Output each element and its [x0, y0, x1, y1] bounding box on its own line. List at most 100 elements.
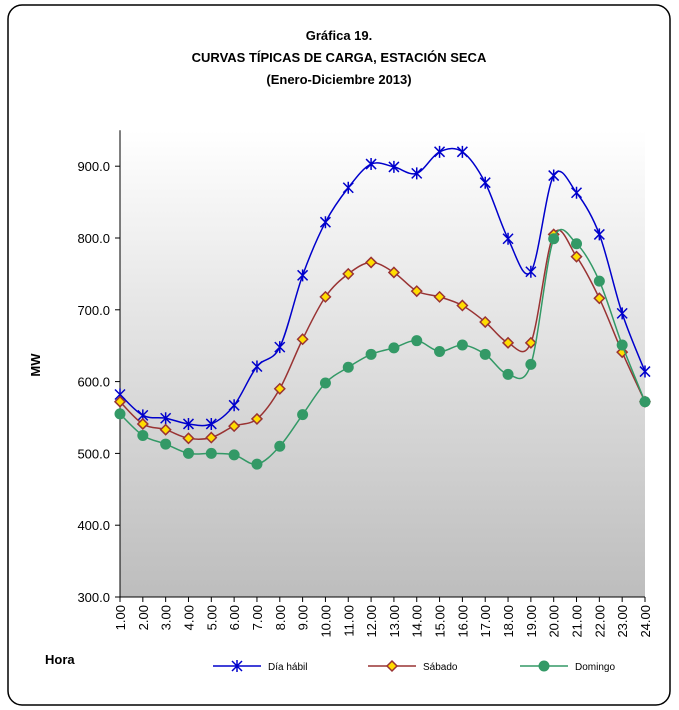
x-tick-label: 11.00 [341, 605, 356, 637]
marker [479, 315, 492, 329]
marker-shape [342, 181, 354, 194]
marker [182, 447, 194, 459]
marker [365, 348, 377, 360]
marker [411, 167, 423, 180]
marker [548, 233, 560, 245]
marker [456, 145, 468, 158]
marker [479, 176, 491, 189]
marker [182, 432, 195, 445]
marker [319, 216, 331, 229]
marker [231, 660, 243, 672]
chart-title: (Enero-Diciembre 2013) [266, 72, 411, 87]
marker [160, 412, 172, 425]
marker [525, 358, 537, 370]
x-tick-label: 6.00 [227, 605, 242, 630]
marker-shape [388, 160, 400, 173]
marker [433, 290, 446, 303]
marker [113, 395, 127, 408]
marker-shape [205, 417, 217, 430]
x-tick-label: 24.00 [638, 605, 653, 638]
marker-shape [160, 412, 172, 425]
x-tick-label: 22.00 [592, 605, 607, 638]
marker-shape [456, 145, 468, 158]
marker [501, 336, 515, 349]
x-tick-label: 12.00 [364, 605, 379, 638]
marker [205, 417, 217, 430]
marker [342, 181, 354, 194]
marker [114, 408, 126, 420]
marker-shape [182, 417, 195, 430]
marker [593, 275, 605, 287]
marker-shape [319, 216, 331, 229]
marker-shape [570, 186, 583, 199]
chart-title: CURVAS TÍPICAS DE CARGA, ESTACIÓN SECA [192, 50, 487, 65]
y-tick-label: 300.0 [77, 590, 110, 605]
marker-shape [365, 158, 377, 171]
marker [502, 232, 514, 245]
y-tick-label: 400.0 [77, 518, 110, 533]
marker-shape [274, 341, 286, 354]
x-tick-label: 21.00 [570, 605, 585, 638]
marker [388, 342, 400, 354]
marker [434, 145, 446, 158]
x-tick-label: 8.00 [273, 605, 288, 630]
marker [502, 368, 514, 380]
marker [228, 420, 241, 433]
chart-title: Gráfica 19. [306, 28, 373, 43]
marker [524, 336, 537, 349]
x-tick-label: 9.00 [296, 605, 311, 630]
legend-label: Sábado [423, 662, 458, 673]
marker-shape [228, 399, 240, 412]
marker [616, 339, 628, 351]
marker [273, 382, 286, 395]
marker [251, 458, 263, 470]
legend-label: Domingo [575, 662, 615, 673]
marker [365, 158, 377, 171]
marker [251, 360, 263, 373]
y-axis-label: MW [28, 353, 43, 377]
marker-shape [616, 307, 628, 320]
x-tick-label: 3.00 [159, 605, 174, 630]
marker [411, 335, 423, 347]
marker [137, 429, 149, 441]
marker [319, 290, 332, 303]
plot-area [120, 130, 645, 598]
marker [388, 160, 400, 173]
marker [342, 267, 355, 280]
marker [616, 307, 628, 320]
x-tick-label: 5.00 [204, 605, 219, 630]
marker [182, 417, 195, 430]
marker [570, 186, 583, 199]
x-tick-label: 10.00 [318, 605, 333, 638]
marker [160, 438, 172, 450]
marker [319, 377, 331, 389]
x-tick-label: 17.00 [478, 605, 493, 638]
marker [274, 341, 286, 354]
marker [548, 169, 560, 182]
marker [205, 447, 217, 459]
marker [639, 396, 651, 408]
marker [525, 265, 537, 278]
marker [228, 449, 240, 461]
marker [159, 423, 172, 436]
marker [136, 417, 149, 431]
marker-shape [525, 265, 537, 278]
marker [456, 299, 469, 312]
x-tick-label: 20.00 [547, 605, 562, 638]
x-axis-label: Hora [45, 652, 75, 667]
marker [479, 348, 491, 360]
y-tick-label: 500.0 [77, 446, 110, 461]
marker [538, 660, 550, 672]
marker [365, 256, 378, 269]
marker [593, 292, 606, 305]
x-tick-label: 4.00 [181, 605, 196, 630]
marker [570, 250, 583, 263]
y-tick-label: 600.0 [77, 375, 110, 390]
marker [342, 361, 354, 373]
marker [297, 409, 309, 421]
marker [571, 238, 583, 250]
y-tick-label: 700.0 [77, 303, 110, 318]
marker [274, 440, 286, 452]
marker [250, 412, 264, 425]
